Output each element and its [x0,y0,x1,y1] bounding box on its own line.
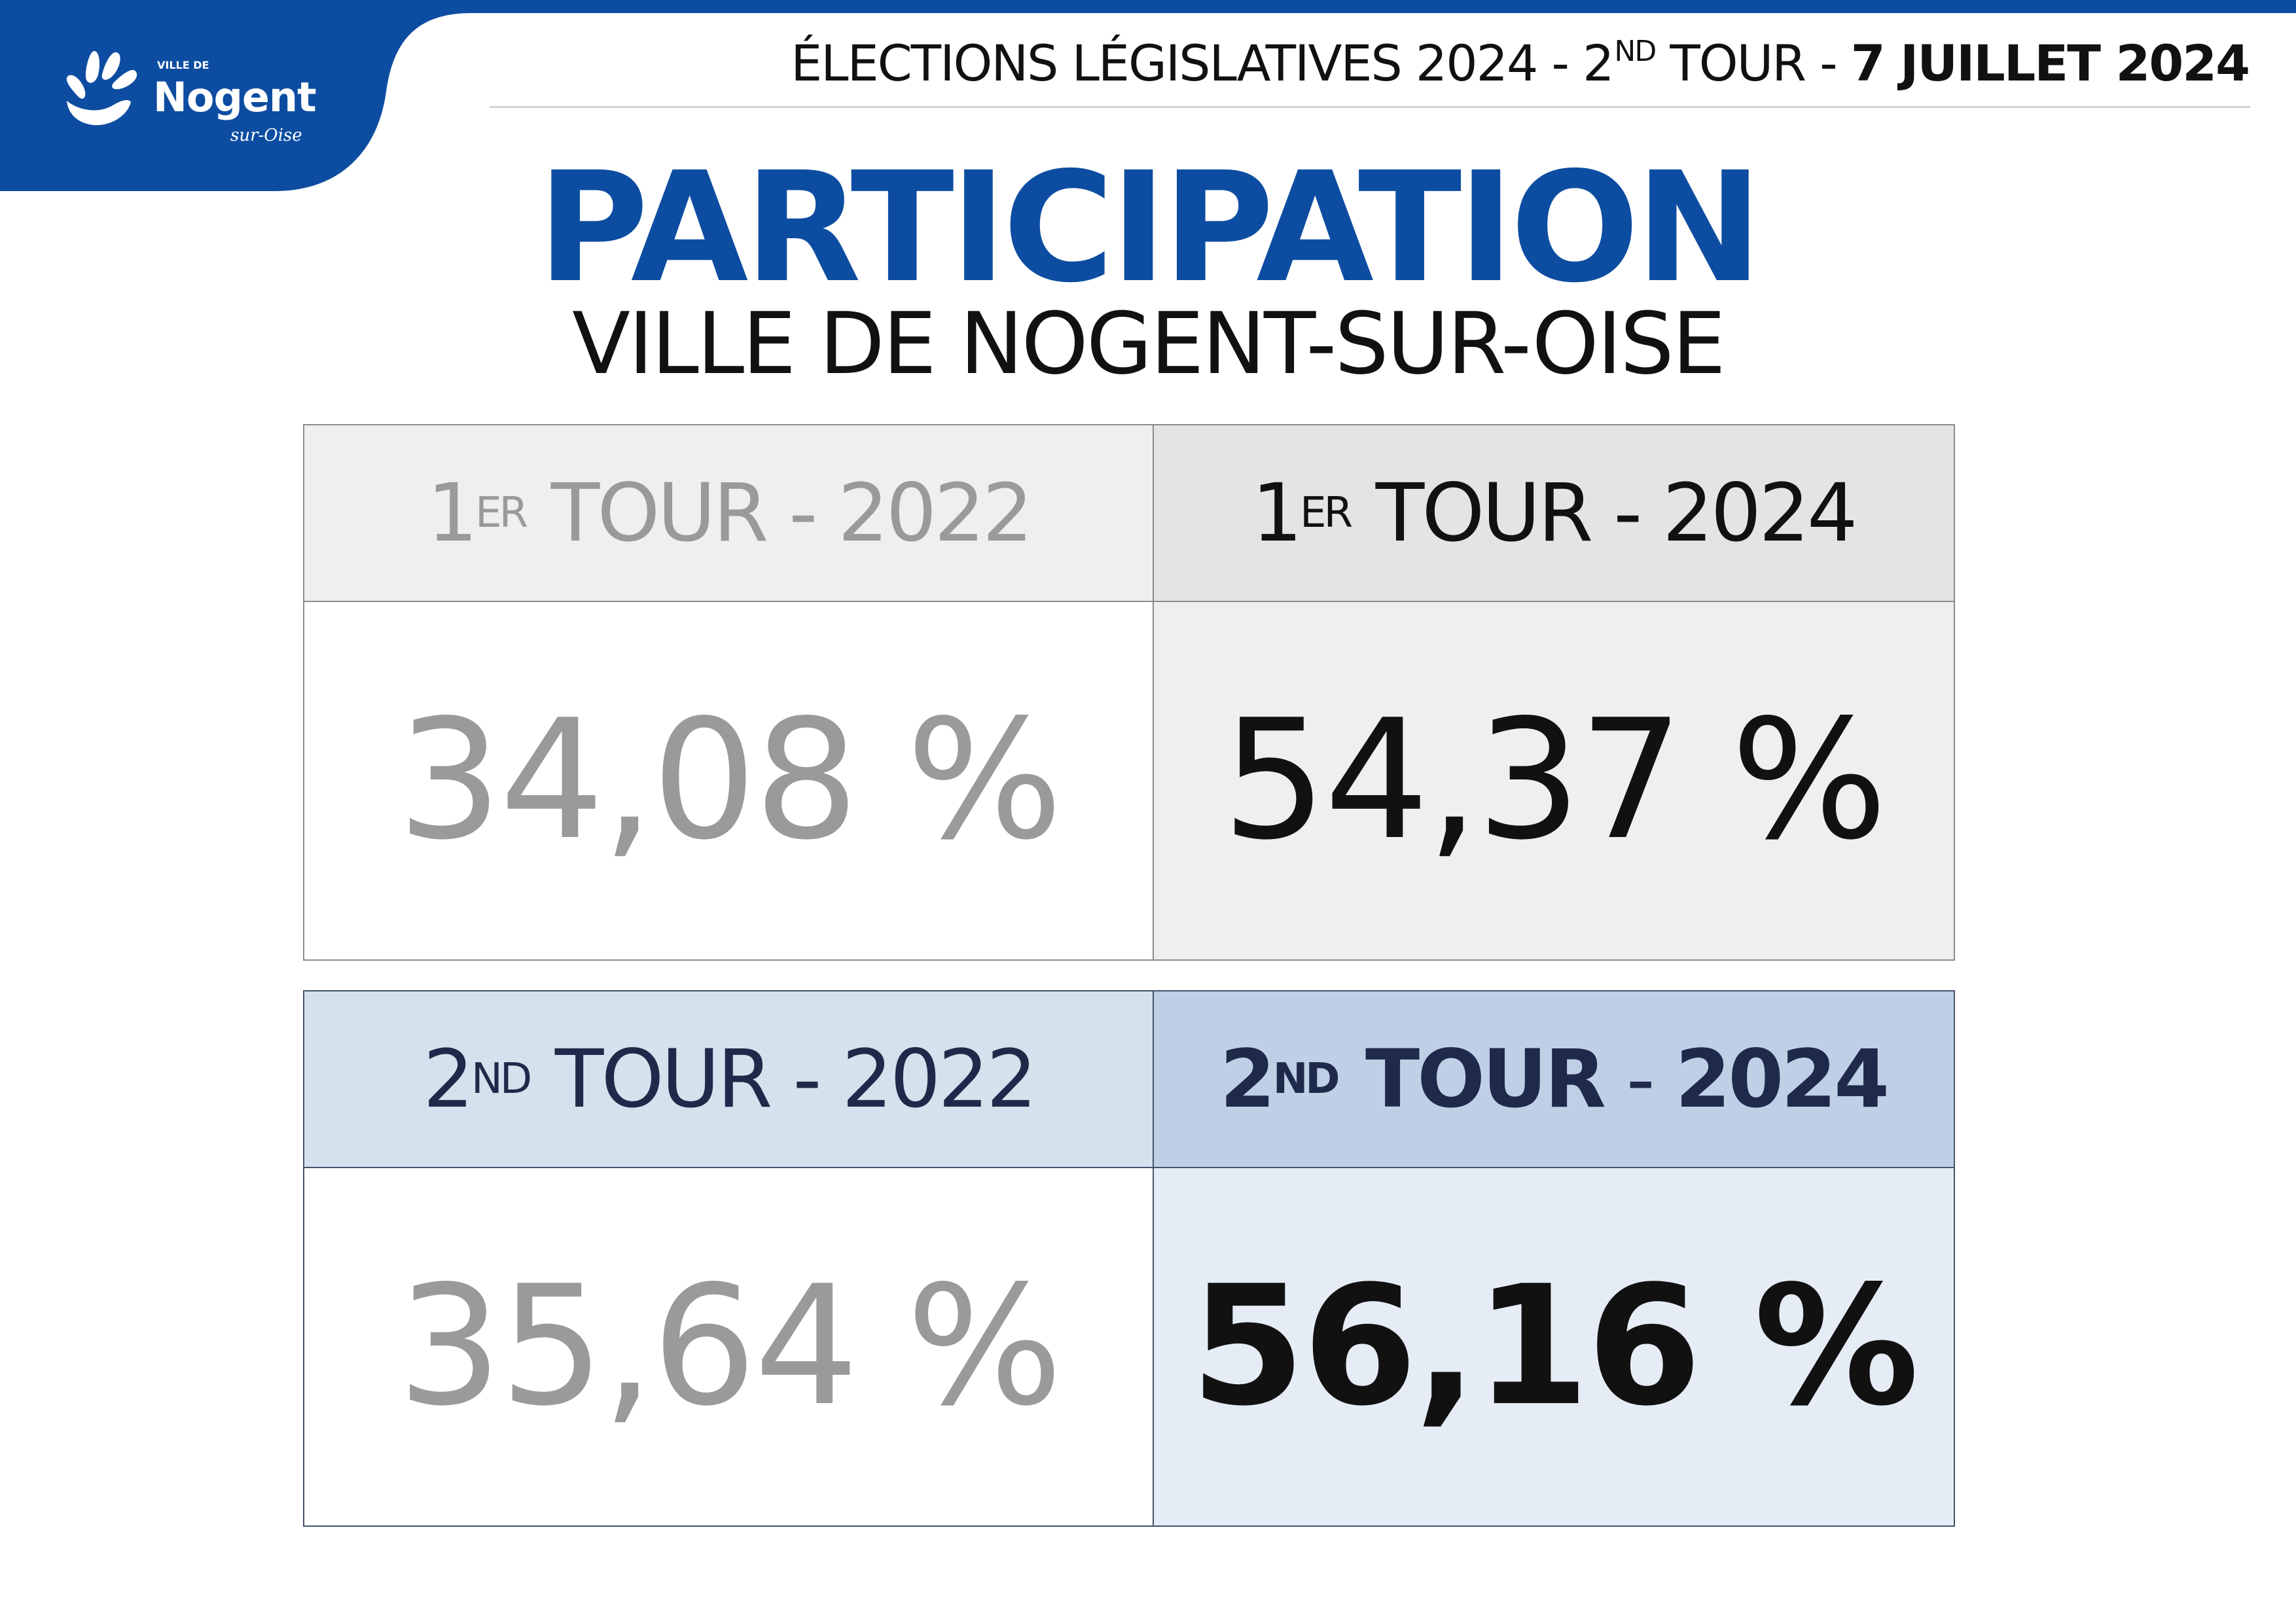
round-number: 2 [1219,1033,1276,1126]
top-banner-strip [0,0,2296,13]
value-1er-tour-2022: 34,08 % [304,601,1153,959]
round-year: 2024 [1675,1033,1890,1126]
logo-banner-shape [0,0,471,191]
round-suffix: ND [471,1055,532,1103]
logo-city-name: Nogent [153,73,317,121]
header-title-prefix: ÉLECTIONS LÉGISLATIVES 2024 - 2 [791,34,1614,92]
header-cell-1er-tour-2022: 1 ER TOUR - 2022 [304,425,1153,601]
page-subtitle: VILLE DE NOGENT-SUR-OISE [572,294,1726,393]
round-label: TOUR - 2024 [1353,467,1858,560]
city-logo-icon [66,51,137,126]
header-cell-2nd-tour-2022: 2 ND TOUR - 2022 [304,991,1153,1167]
round-number: 2 [423,1033,474,1126]
header-title-sup: ND [1614,35,1657,68]
table-divider [304,601,1954,602]
header-cell-1er-tour-2024: 1 ER TOUR - 2024 [1153,425,1954,601]
logo-sub-label: sur-Oise [230,126,302,145]
round-suffix: ND [1272,1055,1340,1103]
header-divider [490,106,2250,108]
table-divider [304,1167,1954,1168]
header-title: ÉLECTIONS LÉGISLATIVES 2024 - 2ND TOUR -… [791,34,2250,92]
first-round-table: 1 ER TOUR - 2022 1 ER TOUR - 2024 34,08 % … [303,424,1955,961]
table-divider [1153,991,1154,1525]
round-number: 1 [1251,467,1303,560]
round-number: 1 [427,467,478,560]
round-suffix: ER [1300,489,1353,537]
value-1er-tour-2024: 54,37 % [1153,601,1954,959]
header-title-mid: TOUR - [1655,34,1851,92]
value-2nd-tour-2022: 35,64 % [304,1167,1153,1525]
round-suffix: ER [475,489,528,537]
round-label: TOUR [1340,1033,1606,1126]
header-cell-2nd-tour-2024: 2 ND TOUR - 2024 [1153,991,1954,1167]
second-round-table: 2 ND TOUR - 2022 2 ND TOUR - 2024 35,64 % … [303,990,1955,1527]
round-label: TOUR - 2022 [528,467,1033,560]
table-divider [1153,425,1154,959]
page-title: PARTICIPATION [537,139,1763,316]
header-date: 7 JUILLET 2024 [1850,34,2250,92]
round-label: TOUR - 2022 [532,1033,1037,1126]
value-2nd-tour-2024: 56,16 % [1153,1167,1954,1525]
round-separator: - [1603,1033,1676,1126]
logo-ville-de-label: VILLE DE [157,59,209,71]
